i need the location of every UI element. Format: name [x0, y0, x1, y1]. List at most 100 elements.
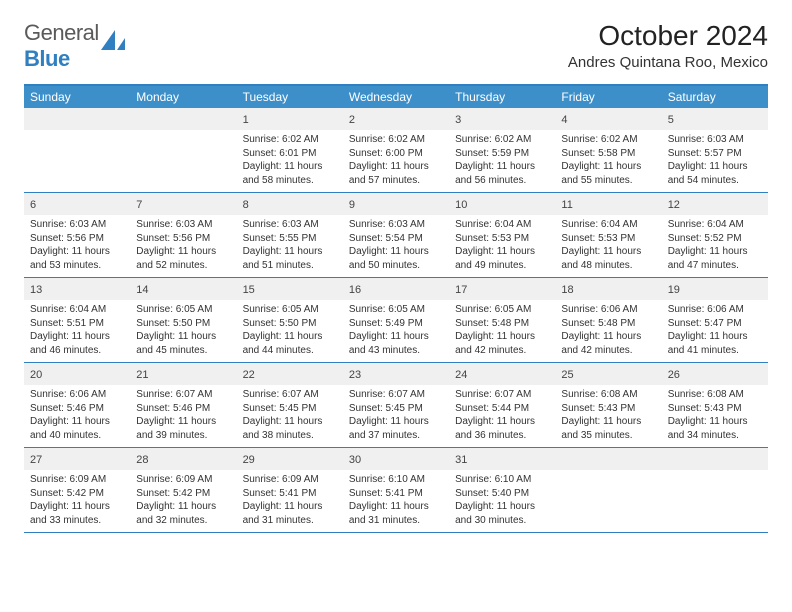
calendar-cell: . — [130, 108, 236, 192]
cell-body: Sunrise: 6:06 AMSunset: 5:47 PMDaylight:… — [662, 300, 768, 362]
cell-body: Sunrise: 6:07 AMSunset: 5:45 PMDaylight:… — [343, 385, 449, 447]
cell-body — [24, 130, 130, 138]
daylight-line: Daylight: 11 hours and 49 minutes. — [455, 245, 549, 272]
day-number: 6 — [30, 199, 36, 211]
sail-icon — [101, 30, 127, 59]
sunrise-line: Sunrise: 6:03 AM — [30, 218, 124, 232]
daynum-row: 18 — [555, 278, 661, 300]
sunrise-line: Sunrise: 6:02 AM — [349, 133, 443, 147]
cell-body: Sunrise: 6:06 AMSunset: 5:46 PMDaylight:… — [24, 385, 130, 447]
day-number: 17 — [455, 284, 467, 296]
day-number: 30 — [349, 454, 361, 466]
sunrise-line: Sunrise: 6:07 AM — [136, 388, 230, 402]
daynum-row: 4 — [555, 108, 661, 130]
calendar-cell: 25Sunrise: 6:08 AMSunset: 5:43 PMDayligh… — [555, 363, 661, 447]
day-header: Thursday — [449, 86, 555, 108]
daynum-row: 21 — [130, 363, 236, 385]
calendar-cell: 5 Sunrise: 6:03 AMSunset: 5:57 PMDaylight… — [662, 108, 768, 192]
cell-body: Sunrise: 6:02 AMSunset: 5:58 PMDaylight:… — [555, 130, 661, 192]
sunrise-line: Sunrise: 6:02 AM — [243, 133, 337, 147]
calendar-cell: 21Sunrise: 6:07 AMSunset: 5:46 PMDayligh… — [130, 363, 236, 447]
day-number: 5 — [668, 114, 674, 126]
calendar-cell: 19Sunrise: 6:06 AMSunset: 5:47 PMDayligh… — [662, 278, 768, 362]
sunset-line: Sunset: 5:53 PM — [561, 232, 655, 246]
cell-body: Sunrise: 6:09 AMSunset: 5:42 PMDaylight:… — [130, 470, 236, 532]
cell-body: Sunrise: 6:03 AMSunset: 5:57 PMDaylight:… — [662, 130, 768, 192]
daynum-row: . — [24, 108, 130, 130]
daynum-row: 7 — [130, 193, 236, 215]
logo-text-blue: Blue — [24, 46, 70, 71]
day-number: 11 — [561, 199, 572, 211]
calendar-cell: 8Sunrise: 6:03 AMSunset: 5:55 PMDaylight… — [237, 193, 343, 277]
daylight-line: Daylight: 11 hours and 40 minutes. — [30, 415, 124, 442]
sunrise-line: Sunrise: 6:09 AM — [243, 473, 337, 487]
daylight-line: Daylight: 11 hours and 48 minutes. — [561, 245, 655, 272]
daynum-row: 9 — [343, 193, 449, 215]
calendar-cell: . — [555, 448, 661, 532]
day-number: 22 — [243, 369, 255, 381]
cell-body: Sunrise: 6:02 AMSunset: 6:00 PMDaylight:… — [343, 130, 449, 192]
calendar-cell: 30 Sunrise: 6:10 AMSunset: 5:41 PMDayligh… — [343, 448, 449, 532]
sunrise-line: Sunrise: 6:04 AM — [561, 218, 655, 232]
sunrise-line: Sunrise: 6:10 AM — [455, 473, 549, 487]
daynum-row: . — [130, 108, 236, 130]
sunrise-line: Sunrise: 6:09 AM — [30, 473, 124, 487]
day-number: 7 — [136, 199, 142, 211]
daynum-row: 20 — [24, 363, 130, 385]
calendar-cell: 2Sunrise: 6:02 AMSunset: 6:00 PMDaylight… — [343, 108, 449, 192]
sunrise-line: Sunrise: 6:05 AM — [455, 303, 549, 317]
daynum-row: 5 — [662, 108, 768, 130]
daylight-line: Daylight: 11 hours and 38 minutes. — [243, 415, 337, 442]
daynum-row: 15 — [237, 278, 343, 300]
cell-body: Sunrise: 6:10 AMSunset: 5:41 PMDaylight:… — [343, 470, 449, 532]
sunrise-line: Sunrise: 6:02 AM — [455, 133, 549, 147]
daylight-line: Daylight: 11 hours and 33 minutes. — [30, 500, 124, 527]
calendar-cell: 23Sunrise: 6:07 AMSunset: 5:45 PMDayligh… — [343, 363, 449, 447]
daylight-line: Daylight: 11 hours and 53 minutes. — [30, 245, 124, 272]
sunrise-line: Sunrise: 6:03 AM — [243, 218, 337, 232]
sunset-line: Sunset: 5:46 PM — [30, 402, 124, 416]
sunset-line: Sunset: 5:42 PM — [136, 487, 230, 501]
day-number: 16 — [349, 284, 361, 296]
cell-body: Sunrise: 6:04 AMSunset: 5:53 PMDaylight:… — [555, 215, 661, 277]
day-number: 31 — [455, 454, 467, 466]
cell-body — [130, 130, 236, 138]
day-number: 12 — [668, 199, 680, 211]
logo: General Blue — [24, 20, 127, 72]
sunset-line: Sunset: 6:01 PM — [243, 147, 337, 161]
daylight-line: Daylight: 11 hours and 39 minutes. — [136, 415, 230, 442]
daylight-line: Daylight: 11 hours and 32 minutes. — [136, 500, 230, 527]
sunset-line: Sunset: 5:56 PM — [30, 232, 124, 246]
daylight-line: Daylight: 11 hours and 58 minutes. — [243, 160, 337, 187]
cell-body: Sunrise: 6:02 AMSunset: 6:01 PMDaylight:… — [237, 130, 343, 192]
sunrise-line: Sunrise: 6:06 AM — [30, 388, 124, 402]
sunset-line: Sunset: 5:45 PM — [243, 402, 337, 416]
daylight-line: Daylight: 11 hours and 34 minutes. — [668, 415, 762, 442]
daynum-row: 17 — [449, 278, 555, 300]
sunset-line: Sunset: 5:59 PM — [455, 147, 549, 161]
sunrise-line: Sunrise: 6:03 AM — [668, 133, 762, 147]
daynum-row: 28 — [130, 448, 236, 470]
daynum-row: 6 — [24, 193, 130, 215]
calendar-cell: 9Sunrise: 6:03 AMSunset: 5:54 PMDaylight… — [343, 193, 449, 277]
daynum-row: 23 — [343, 363, 449, 385]
calendar-cell: 17Sunrise: 6:05 AMSunset: 5:48 PMDayligh… — [449, 278, 555, 362]
daylight-line: Daylight: 11 hours and 50 minutes. — [349, 245, 443, 272]
cell-body: Sunrise: 6:08 AMSunset: 5:43 PMDaylight:… — [662, 385, 768, 447]
day-number: 24 — [455, 369, 467, 381]
daylight-line: Daylight: 11 hours and 31 minutes. — [349, 500, 443, 527]
calendar-cell: 11 Sunrise: 6:04 AMSunset: 5:53 PMDayligh… — [555, 193, 661, 277]
cell-body: Sunrise: 6:04 AMSunset: 5:53 PMDaylight:… — [449, 215, 555, 277]
sunrise-line: Sunrise: 6:03 AM — [136, 218, 230, 232]
cell-body: Sunrise: 6:05 AMSunset: 5:50 PMDaylight:… — [130, 300, 236, 362]
sunset-line: Sunset: 5:48 PM — [561, 317, 655, 331]
location: Andres Quintana Roo, Mexico — [568, 54, 768, 71]
cell-body: Sunrise: 6:03 AMSunset: 5:56 PMDaylight:… — [130, 215, 236, 277]
daynum-row: 13 — [24, 278, 130, 300]
month-title: October 2024 — [568, 20, 768, 52]
calendar-cell: 6 Sunrise: 6:03 AMSunset: 5:56 PMDaylight… — [24, 193, 130, 277]
daylight-line: Daylight: 11 hours and 37 minutes. — [349, 415, 443, 442]
day-header: Tuesday — [237, 86, 343, 108]
cell-body: Sunrise: 6:07 AMSunset: 5:46 PMDaylight:… — [130, 385, 236, 447]
calendar-cell: 18Sunrise: 6:06 AMSunset: 5:48 PMDayligh… — [555, 278, 661, 362]
